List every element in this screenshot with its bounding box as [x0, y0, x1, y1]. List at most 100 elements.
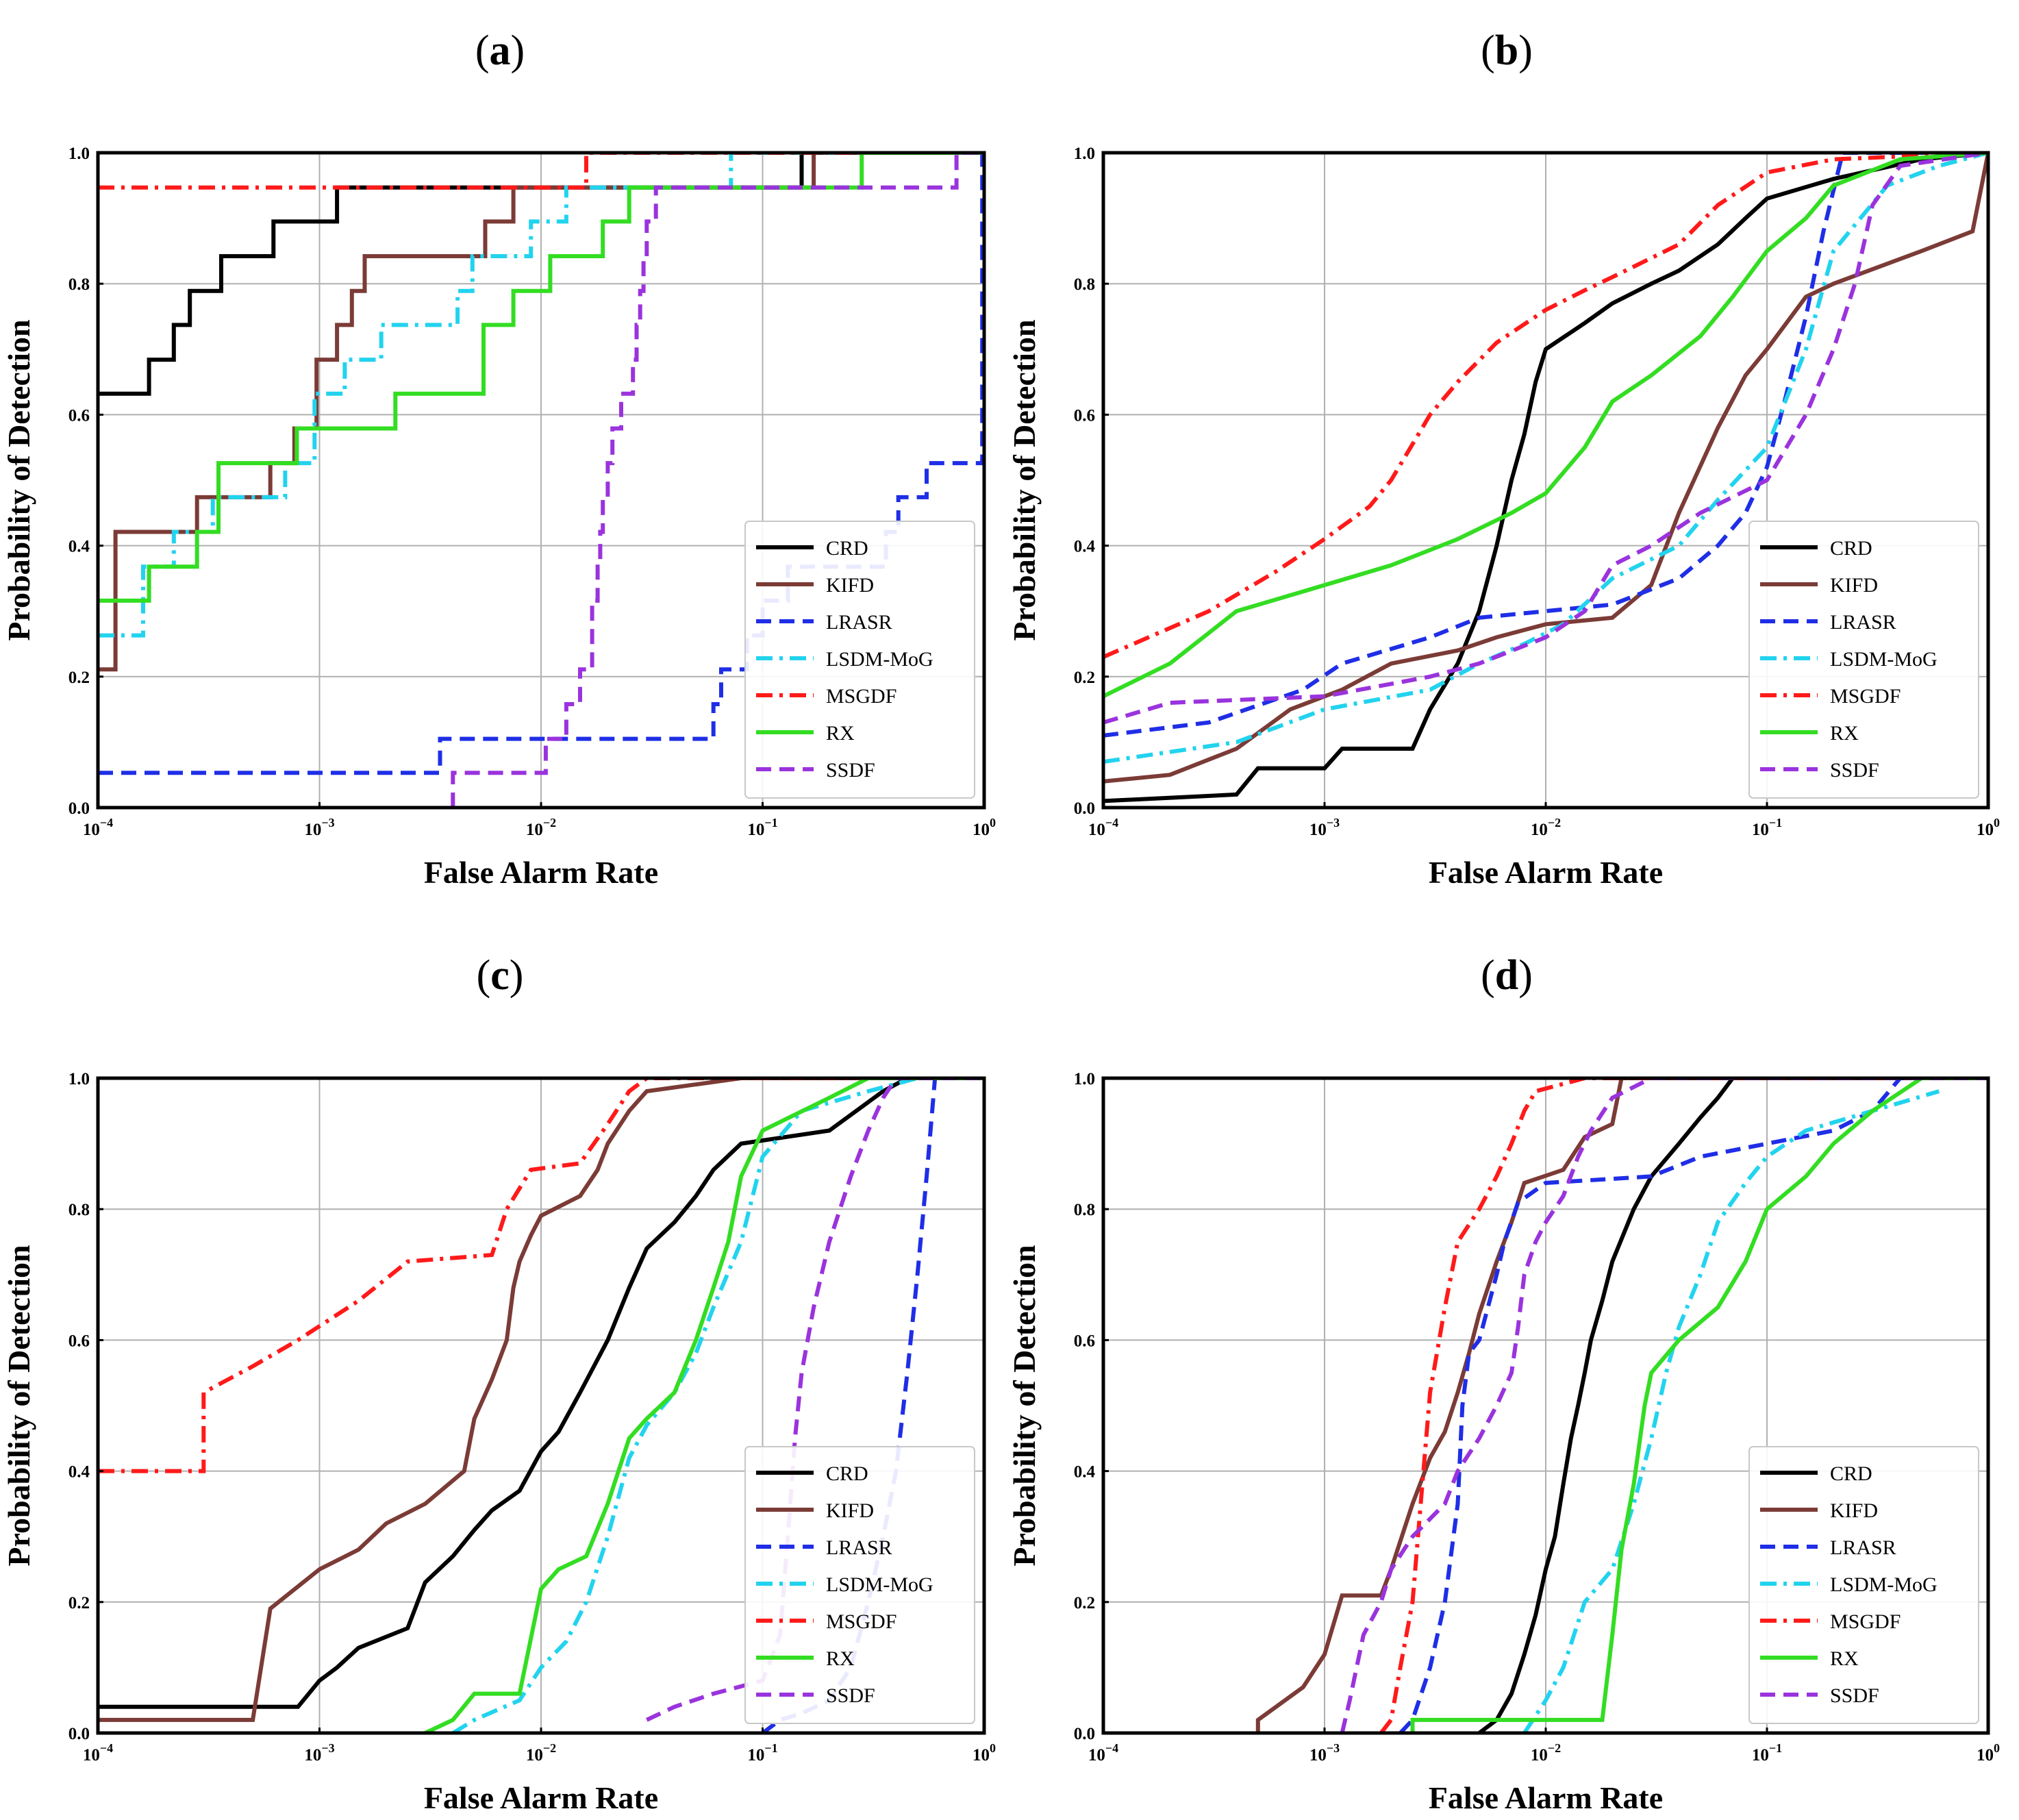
x-tick-label: 10−3	[1309, 1741, 1340, 1765]
y-tick-label: 0.8	[68, 1201, 90, 1219]
y-tick-label: 0.0	[1074, 799, 1095, 818]
legend-label: LSDM-MoG	[1830, 648, 1938, 671]
y-tick-label: 0.8	[68, 275, 90, 294]
x-tick-exponent: −2	[543, 816, 556, 830]
x-tick-label: 10−3	[1309, 816, 1340, 839]
x-tick-base: 10	[1531, 1746, 1548, 1765]
x-tick-base: 10	[83, 821, 100, 839]
x-tick-exponent: 0	[990, 816, 996, 830]
x-tick-base: 10	[747, 1746, 764, 1765]
y-tick-label: 1.0	[68, 1070, 90, 1088]
series-line-msgdf	[1103, 153, 1988, 659]
legend-label: CRD	[1830, 537, 1872, 560]
panel-label-letter: a	[490, 27, 511, 74]
x-tick-exponent: −1	[1769, 816, 1782, 830]
panel-label: (c)	[477, 952, 524, 999]
y-tick-label: 0.2	[68, 1594, 90, 1612]
x-tick-label: 10−2	[1531, 816, 1561, 839]
series-line-kifd	[1255, 1078, 1988, 1733]
x-tick-base: 10	[1309, 1746, 1327, 1765]
legend-label: MSGDF	[1830, 1610, 1901, 1633]
y-tick-label: 0.2	[1074, 1594, 1095, 1612]
legend-label: KIFD	[1830, 1499, 1878, 1522]
y-tick-label: 0.4	[68, 538, 90, 556]
panel-label-letter: c	[490, 952, 510, 999]
panel-label-close: )	[1518, 27, 1533, 74]
series-line-rx	[1103, 153, 1988, 699]
y-tick-label: 1.0	[68, 145, 90, 163]
y-tick-label: 0.4	[68, 1463, 90, 1482]
panel-label-close: )	[1518, 952, 1533, 999]
legend-label: SSDF	[1830, 1684, 1879, 1707]
series-line-rx	[98, 153, 984, 603]
legend-label: KIFD	[1830, 574, 1878, 597]
y-tick-label: 0.4	[1074, 1463, 1096, 1482]
x-tick-label: 10−1	[747, 1741, 777, 1765]
series-line-crd	[1478, 1078, 1988, 1733]
x-tick-base: 10	[1752, 1746, 1769, 1765]
y-tick-label: 0.8	[1074, 1201, 1095, 1219]
x-tick-base: 10	[973, 821, 990, 839]
series-line-msgdf	[98, 1078, 984, 1473]
x-tick-exponent: −3	[321, 1741, 334, 1755]
x-tick-exponent: −2	[1548, 1741, 1561, 1755]
x-tick-base: 10	[1088, 1746, 1105, 1765]
y-tick-label: 0.6	[68, 406, 90, 425]
legend-label: RX	[1830, 722, 1859, 745]
x-tick-exponent: −4	[100, 816, 113, 830]
panel-label-open: (	[1481, 27, 1495, 74]
legend-label: KIFD	[826, 1499, 874, 1522]
y-tick-label: 0.0	[1074, 1725, 1095, 1743]
legend-label: RX	[1830, 1647, 1859, 1670]
x-tick-base: 10	[747, 821, 764, 839]
series-line-lsdm-mog	[98, 153, 984, 638]
series-line-lsdm-mog	[1103, 153, 1988, 764]
x-tick-label: 10−2	[526, 1741, 556, 1765]
series-line-ssdf	[451, 153, 984, 808]
legend-label: LSDM-MoG	[826, 648, 933, 671]
y-tick-label: 0.6	[1074, 1332, 1095, 1350]
x-tick-base: 10	[526, 821, 543, 839]
x-tick-label: 10−4	[1088, 1741, 1118, 1765]
x-tick-exponent: −1	[764, 816, 777, 830]
x-tick-label: 10−3	[304, 816, 334, 839]
series-line-rx	[1410, 1078, 1988, 1733]
series-group	[98, 1078, 984, 1733]
legend: CRD KIFD LRASR LSDM-MoG MSGDF RX SSDF	[1748, 1446, 1979, 1724]
x-tick-exponent: −3	[1327, 816, 1340, 830]
chart-panel-d: (d)10−4 10−3 10−2 10−1 1000.00.20.40.60.81.0…	[1007, 952, 2000, 1815]
x-axis-title: False Alarm Rate	[424, 1780, 658, 1815]
legend-box	[744, 521, 975, 799]
panel-label-close: )	[510, 952, 524, 999]
x-tick-exponent: −1	[1769, 1741, 1782, 1755]
x-tick-base: 10	[1088, 821, 1105, 839]
series-line-crd	[98, 1078, 984, 1709]
series-line-rx	[424, 1078, 984, 1733]
y-tick-label: 0.4	[1074, 538, 1096, 556]
legend-label: LRASR	[1830, 1536, 1896, 1559]
legend-label: CRD	[1830, 1462, 1872, 1485]
legend-label: MSGDF	[826, 1610, 896, 1633]
legend: CRD KIFD LRASR LSDM-MoG MSGDF RX SSDF	[744, 1446, 975, 1724]
x-axis-title: False Alarm Rate	[1429, 855, 1663, 890]
y-tick-label: 0.0	[68, 799, 90, 818]
y-axis-title: Probability of Detection	[1007, 319, 1042, 640]
chart-panel-c: (c)10−4 10−3 10−2 10−1 1000.00.20.40.60.81.0…	[1, 952, 996, 1815]
panel-label: (d)	[1481, 952, 1533, 999]
series-line-lrasr	[1399, 1078, 1988, 1733]
x-tick-exponent: −4	[1105, 816, 1118, 830]
x-tick-base: 10	[1977, 1746, 1994, 1765]
x-tick-exponent: −4	[1105, 1741, 1118, 1755]
legend-label: LSDM-MoG	[826, 1573, 933, 1596]
series-line-kifd	[98, 1078, 984, 1722]
series-line-ssdf	[646, 1078, 984, 1722]
x-tick-label: 10−4	[83, 816, 113, 839]
panel-label-open: (	[1481, 952, 1495, 999]
panel-label-close: )	[511, 27, 525, 74]
x-axis-title: False Alarm Rate	[1429, 1780, 1663, 1815]
series-line-msgdf	[1379, 1078, 1988, 1733]
legend-label: MSGDF	[1830, 685, 1901, 708]
x-tick-label: 100	[973, 1741, 996, 1765]
series-group	[1255, 1078, 1988, 1733]
